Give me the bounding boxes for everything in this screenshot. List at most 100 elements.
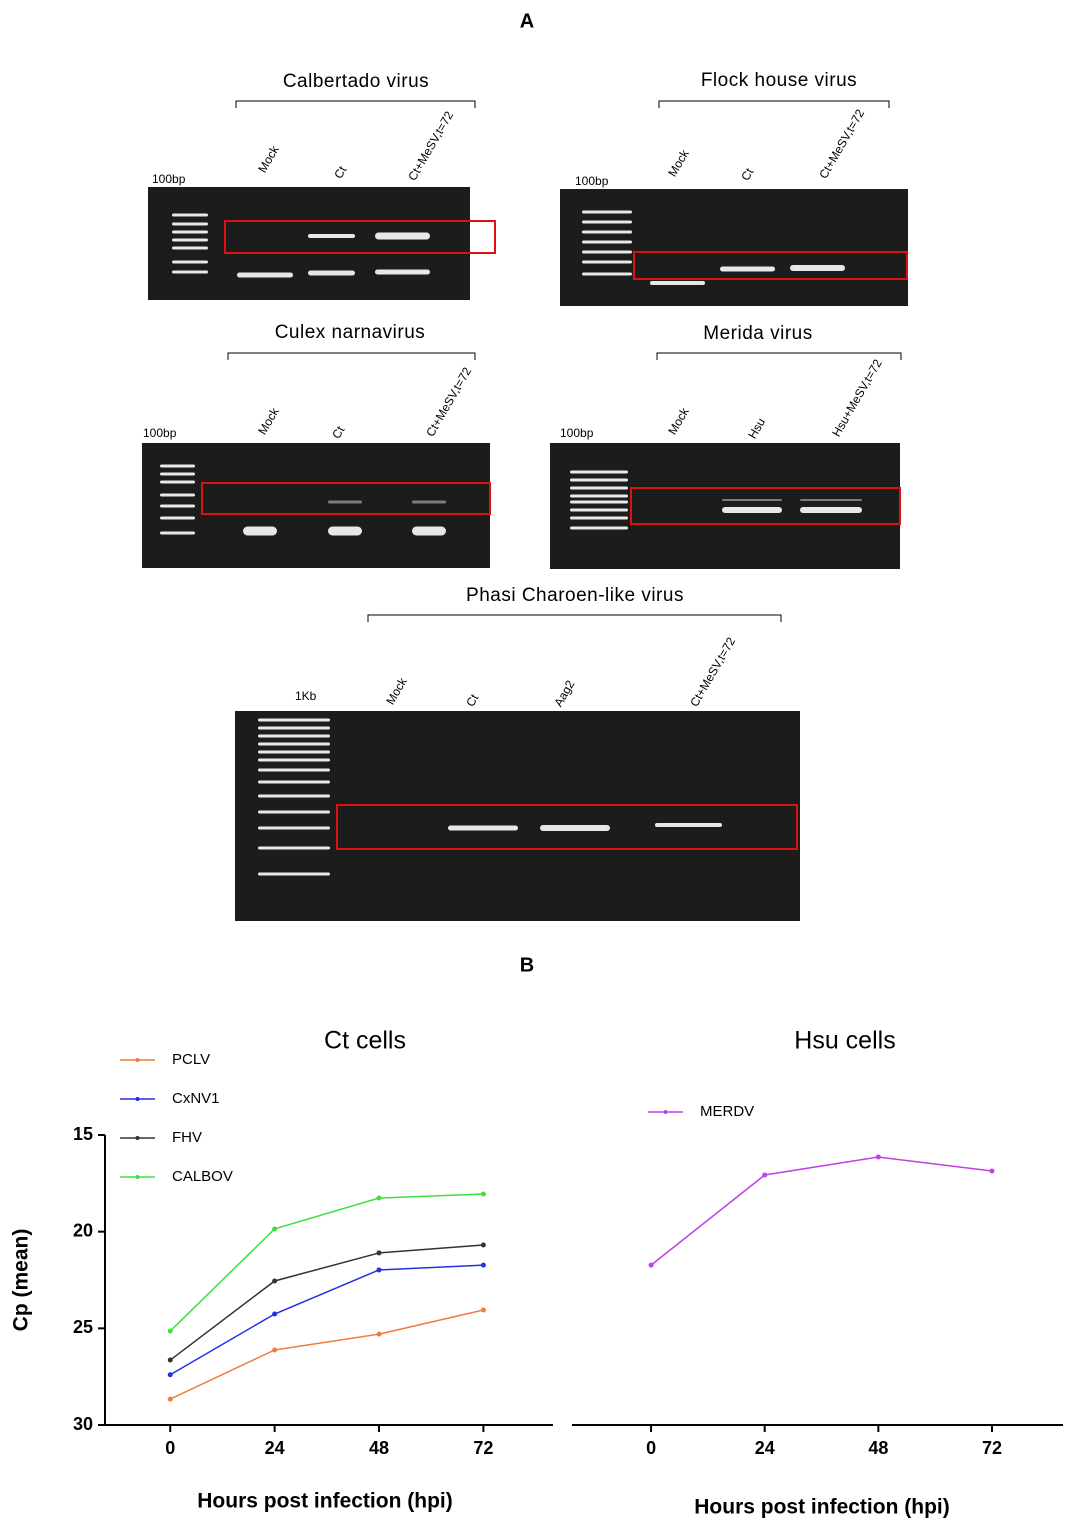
data-point: [168, 1329, 173, 1334]
ladder-band: [570, 487, 628, 490]
lane-label: Mock: [665, 404, 692, 437]
data-point: [762, 1173, 767, 1178]
ladder-band: [172, 247, 208, 250]
legend-marker: [136, 1136, 140, 1140]
dna-band: [412, 501, 446, 504]
dna-band: [375, 233, 430, 240]
data-point: [377, 1332, 382, 1337]
data-line: [651, 1157, 992, 1265]
ladder-band: [582, 231, 632, 234]
y-tick-label: 15: [73, 1124, 93, 1144]
ladder-band: [582, 251, 632, 254]
data-point: [377, 1267, 382, 1272]
ladder-label: 100bp: [560, 426, 594, 440]
x-tick-label: 24: [755, 1438, 775, 1458]
ladder-band: [582, 241, 632, 244]
lane-label: Ct+MeSV,t=72: [816, 107, 867, 181]
dna-band: [308, 271, 355, 276]
lane-label: Aag2: [551, 678, 577, 710]
ladder-band: [172, 231, 208, 234]
ladder-band: [258, 743, 330, 746]
bracket: [236, 101, 475, 108]
gel-image: [560, 189, 908, 306]
ladder-band: [570, 479, 628, 482]
dna-band: [790, 265, 845, 271]
lane-label: Mock: [665, 146, 692, 179]
ladder-band: [258, 781, 330, 784]
data-point: [649, 1263, 654, 1268]
data-point: [989, 1168, 994, 1173]
lane-label: Ct: [738, 165, 756, 183]
ladder-band: [172, 223, 208, 226]
x-tick-label: 48: [868, 1438, 888, 1458]
legend-label: MERDV: [700, 1103, 754, 1120]
dna-band: [412, 527, 446, 536]
dna-band: [540, 825, 610, 831]
ladder-band: [172, 239, 208, 242]
ladder-label: 100bp: [143, 426, 177, 440]
data-point: [168, 1372, 173, 1377]
x-tick-label: 24: [265, 1438, 285, 1458]
dna-band: [722, 507, 782, 513]
gel-title: Flock house virus: [701, 70, 857, 91]
lane-label: Ct: [463, 691, 481, 709]
data-point: [272, 1312, 277, 1317]
data-line: [170, 1265, 483, 1375]
x-tick-label: 0: [165, 1438, 175, 1458]
data-point: [377, 1196, 382, 1201]
data-point: [272, 1347, 277, 1352]
bracket: [228, 353, 475, 360]
data-point: [876, 1155, 881, 1160]
ladder-band: [258, 735, 330, 738]
x-tick-label: 48: [369, 1438, 389, 1458]
ladder-band: [582, 211, 632, 214]
lane-label: Ct+MeSV,t=72: [687, 635, 738, 709]
y-axis-label: Cp (mean): [10, 1229, 33, 1332]
ladder-band: [570, 517, 628, 520]
ladder-band: [160, 505, 195, 508]
dna-band: [655, 823, 722, 827]
x-tick-label: 72: [982, 1438, 1002, 1458]
ladder-label: 100bp: [575, 174, 609, 188]
ladder-band: [258, 769, 330, 772]
ladder-label: 1Kb: [295, 689, 317, 703]
legend-marker: [664, 1110, 668, 1114]
gel-title: Culex narnavirus: [275, 322, 426, 343]
bracket: [368, 615, 781, 622]
x-axis-label: Hours post infection (hpi): [694, 1496, 949, 1519]
gel-image: [550, 443, 900, 569]
ladder-band: [570, 495, 628, 498]
ladder-band: [258, 727, 330, 730]
legend-marker: [136, 1097, 140, 1101]
gel-title: Merida virus: [703, 323, 812, 344]
legend-marker: [136, 1175, 140, 1179]
ladder-band: [582, 261, 632, 264]
data-point: [481, 1307, 486, 1312]
bracket: [657, 353, 901, 360]
ladder-band: [160, 517, 195, 520]
data-point: [168, 1358, 173, 1363]
data-point: [168, 1397, 173, 1402]
ladder-band: [160, 473, 195, 476]
lane-label: Mock: [383, 674, 410, 707]
ladder-band: [160, 494, 195, 497]
dna-band: [722, 499, 782, 501]
data-point: [481, 1243, 486, 1248]
lane-label: Ct+MeSV,t=72: [405, 109, 456, 183]
dna-band: [650, 281, 705, 285]
ladder-band: [258, 847, 330, 850]
gel-image: [148, 187, 470, 300]
ladder-band: [570, 501, 628, 504]
ladder-band: [258, 795, 330, 798]
data-line: [170, 1310, 483, 1399]
x-axis-label: Hours post infection (hpi): [197, 1490, 452, 1513]
lane-label: Ct+MeSV,t=72: [423, 365, 474, 439]
panel-label: A: [520, 10, 534, 32]
data-point: [481, 1263, 486, 1268]
data-line: [170, 1194, 483, 1331]
lane-label: Ct: [331, 163, 349, 181]
lane-label: Hsu: [745, 416, 768, 441]
chart-title: Hsu cells: [794, 1027, 895, 1055]
ladder-band: [258, 759, 330, 762]
lane-label: Hsu+MeSV,t=72: [829, 357, 885, 440]
